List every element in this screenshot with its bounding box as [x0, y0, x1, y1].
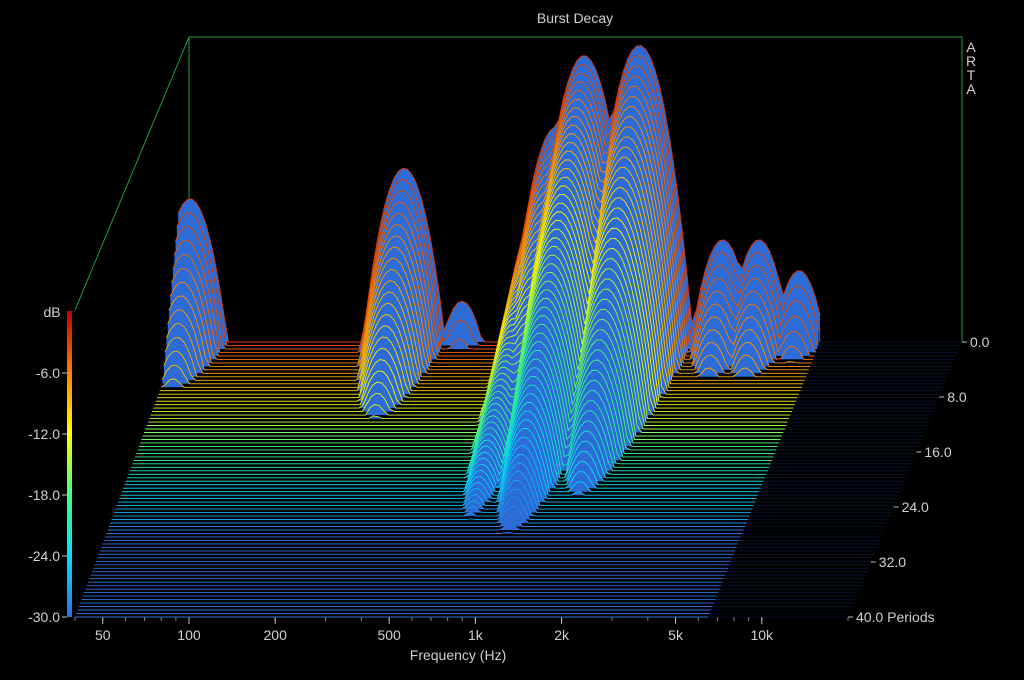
brand-letter: T [967, 67, 976, 83]
decay-slice-line [150, 237, 791, 416]
decay-slice-line [115, 471, 753, 510]
decay-slice-line [108, 514, 746, 527]
z-tick-label: -6.0 [36, 365, 60, 381]
decay-slice-line [121, 427, 760, 493]
period-tick-label: 0.0 [970, 334, 990, 350]
period-tick-label: 8.0 [947, 389, 967, 405]
decay-slice-line [127, 393, 765, 479]
brand-letter: A [966, 81, 976, 97]
z-tick-label: -30.0 [28, 609, 60, 625]
decay-slice-fill [112, 489, 890, 517]
colorbar-gradient [67, 311, 72, 617]
decay-slice-line [148, 254, 788, 423]
decay-slice-line [169, 106, 812, 364]
decay-slice-line [107, 523, 744, 531]
decay-slice-line [116, 462, 754, 507]
decay-slice-line [172, 85, 815, 357]
decay-slice-line [153, 220, 794, 409]
decay-slice-line [111, 497, 748, 520]
decay-slice-line [132, 358, 771, 465]
z-axis-label: dB [43, 304, 60, 320]
decay-slice-line [110, 505, 747, 524]
decay-slice-line [151, 228, 792, 413]
decay-slice-line [145, 272, 785, 430]
decay-slice-line [173, 75, 817, 354]
decay-slice-line [144, 280, 784, 433]
decay-slice-line [155, 202, 797, 402]
decay-slice-line [167, 124, 809, 371]
decay-slice-line [133, 350, 772, 461]
decay-slice-line [146, 263, 787, 426]
decay-slice-line [112, 488, 750, 517]
period-tick-label: 40.0 Periods [856, 609, 935, 625]
x-tick-label: 500 [377, 627, 401, 643]
decay-slice-line [135, 341, 774, 458]
decay-slice-line [158, 185, 799, 395]
decay-slice-line [163, 150, 805, 381]
decay-slice-line [128, 384, 767, 475]
decay-slice-line [124, 410, 763, 486]
decay-slice-line [140, 306, 780, 444]
decay-slice-line [129, 376, 768, 472]
decay-slice-line [171, 95, 814, 360]
x-tick-label: 200 [264, 627, 288, 643]
decay-slice-fill [108, 515, 886, 527]
decay-slice-line [123, 419, 761, 489]
x-tick-label: 50 [95, 627, 111, 643]
decay-slice-line [161, 159, 804, 385]
frequency-tick-labels: 50 100 200 500 1k 2k 5k 10k [74, 617, 849, 643]
x-tick-label: 100 [177, 627, 201, 643]
decay-slice-line [165, 133, 808, 374]
x-axis-label: Frequency (Hz) [410, 647, 506, 663]
decay-slice-line [164, 142, 806, 378]
period-tick-label: 32.0 [879, 554, 906, 570]
z-tick-label: -12.0 [28, 426, 60, 442]
x-tick-label: 2k [554, 627, 570, 643]
decay-slice-line [168, 116, 811, 367]
z-tick-label: -18.0 [28, 487, 60, 503]
decay-slice-line [106, 531, 743, 534]
decay-slice-line [137, 324, 777, 451]
decay-slice-line [131, 367, 770, 468]
decay-slices [75, 45, 962, 618]
decay-slice-line [141, 298, 781, 440]
chart-title: Burst Decay [537, 10, 613, 26]
decay-slice-line [119, 445, 757, 500]
decay-slice-line [136, 332, 775, 454]
decay-slice-line [120, 436, 758, 496]
period-tick-label: 24.0 [902, 499, 929, 515]
period-tick-label: 16.0 [924, 444, 951, 460]
x-tick-label: 5k [668, 627, 684, 643]
decay-slice-line [125, 401, 764, 482]
decay-slice-edge [108, 514, 886, 527]
decay-slice-line [157, 194, 798, 399]
decay-slice-line [154, 211, 795, 406]
decay-slice-line [118, 453, 755, 503]
decay-slice-line [160, 168, 802, 388]
decay-slice-line [149, 246, 789, 420]
z-tick-label: -24.0 [28, 548, 60, 564]
brand-letter: A [966, 39, 976, 55]
decay-slice-line [159, 176, 801, 392]
x-tick-label: 1k [468, 627, 484, 643]
decay-slice-line [138, 315, 778, 447]
period-tick-labels: 0.0 8.0 16.0 24.0 32.0 40.0 Periods [848, 334, 990, 625]
brand-letter: R [966, 53, 976, 69]
z-tick-labels: -6.0 -12.0 -18.0 -24.0 -30.0 [28, 365, 67, 625]
decay-slice-line [142, 289, 782, 437]
decay-slice-line [114, 479, 751, 514]
x-tick-label: 10k [750, 627, 774, 643]
frame-outline [74, 36, 963, 342]
colorbar [67, 311, 72, 617]
